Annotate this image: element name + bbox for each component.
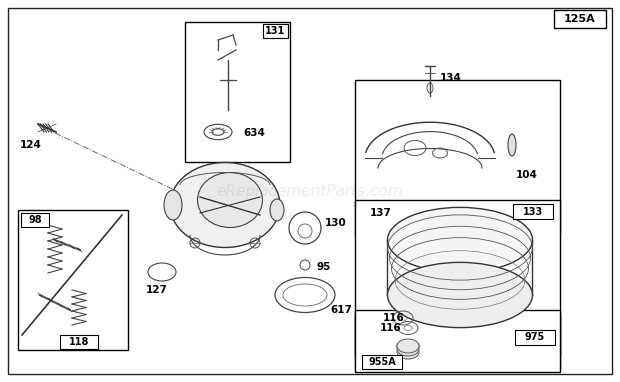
Text: 975: 975 [525, 332, 545, 343]
Ellipse shape [198, 173, 262, 228]
Ellipse shape [388, 207, 533, 273]
Bar [513, 204, 553, 219]
Text: 104: 104 [516, 170, 538, 180]
Text: 118: 118 [69, 337, 89, 347]
Ellipse shape [397, 342, 419, 350]
Bar [60, 335, 98, 349]
Ellipse shape [164, 190, 182, 220]
Ellipse shape [397, 345, 419, 359]
Text: 95: 95 [317, 262, 331, 272]
Bar [345, 15, 605, 330]
Text: 98: 98 [28, 215, 42, 225]
Ellipse shape [397, 339, 419, 353]
Bar [355, 320, 560, 372]
Text: 617: 617 [330, 305, 352, 315]
Text: 137: 137 [370, 208, 392, 218]
Bar [18, 210, 128, 350]
Text: 124: 124 [20, 140, 42, 150]
Bar [80, 15, 350, 330]
Bar [362, 355, 402, 369]
Text: 116: 116 [380, 323, 402, 333]
Text: 127: 127 [146, 285, 168, 295]
Bar [263, 24, 288, 38]
Bar [21, 213, 49, 227]
Ellipse shape [170, 162, 280, 248]
Text: 130: 130 [325, 218, 347, 228]
Text: 131: 131 [265, 26, 286, 36]
Bar [355, 310, 560, 372]
Text: eReplacementParts.com: eReplacementParts.com [216, 183, 404, 199]
Bar [554, 10, 606, 28]
Ellipse shape [508, 134, 516, 156]
Ellipse shape [270, 199, 284, 221]
Bar [515, 330, 555, 345]
Text: 134: 134 [440, 73, 462, 83]
Ellipse shape [397, 342, 419, 356]
Ellipse shape [388, 262, 533, 328]
Text: 125A: 125A [564, 14, 596, 24]
Text: 116: 116 [383, 313, 405, 323]
Text: 634: 634 [243, 128, 265, 138]
Text: 955A: 955A [368, 357, 396, 367]
Bar [355, 80, 560, 235]
Bar [185, 22, 290, 162]
Bar [355, 200, 560, 355]
Bar [355, 315, 560, 370]
Text: 133: 133 [523, 207, 543, 217]
